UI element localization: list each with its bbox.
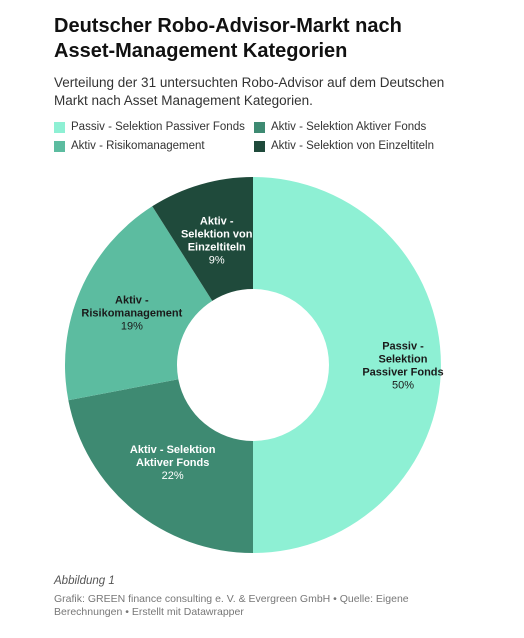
- chart-title: Deutscher Robo-Advisor-Markt nach Asset-…: [54, 14, 494, 64]
- slice-label-line: Selektion von: [181, 229, 253, 241]
- chart-subtitle: Verteilung der 31 untersuchten Robo-Advi…: [54, 74, 494, 110]
- chart-subtitle-line-2: Markt nach Asset Management Kategorien.: [54, 93, 313, 108]
- donut-slice-aktiv-selektion-aktiver-fonds: [68, 379, 254, 553]
- legend-item-passiv-fonds: Passiv - Selektion Passiver Fonds: [54, 120, 254, 135]
- slice-label-line: Einzeltiteln: [188, 242, 246, 254]
- legend-label: Aktiv - Selektion Aktiver Fonds: [271, 121, 427, 133]
- legend-item-aktiv-fonds: Aktiv - Selektion Aktiver Fonds: [254, 120, 454, 135]
- slice-label-line: Aktiver Fonds: [136, 457, 209, 469]
- chart-header: Deutscher Robo-Advisor-Markt nach Asset-…: [54, 14, 494, 154]
- chart-title-line-1: Deutscher Robo-Advisor-Markt nach: [54, 15, 402, 37]
- slice-label-passiv-selektion-passiver-fonds: Passiv -Selektion Passiver Fonds 50%: [362, 341, 443, 392]
- source-note-line-1: Grafik: GREEN finance consulting e. V. &…: [54, 593, 409, 605]
- slice-label-line: Aktiv -: [115, 295, 149, 307]
- donut-slice-aktiv-selektion-von-einzeltiteln: [152, 177, 253, 301]
- slice-value-label: 19%: [121, 321, 143, 333]
- source-note-line-2: Berechnungen • Erstellt mit Datawrapper: [54, 606, 244, 618]
- chart-legend: Passiv - Selektion Passiver Fonds Aktiv …: [54, 120, 494, 154]
- slice-label-line: Aktiv -: [200, 216, 234, 228]
- slice-label-aktiv-selektion-aktiver-fonds: Aktiv - Selektion Aktiver Fonds 22%: [130, 444, 216, 482]
- legend-swatch: [254, 122, 265, 133]
- legend-label: Passiv - Selektion Passiver Fonds: [71, 121, 245, 133]
- slice-label-line: Passiver Fonds: [362, 367, 443, 379]
- chart-subtitle-line-1: Verteilung der 31 untersuchten Robo-Advi…: [54, 75, 445, 90]
- legend-label: Aktiv - Risikomanagement: [71, 140, 205, 152]
- legend-item-einzeltitel: Aktiv - Selektion von Einzeltiteln: [254, 139, 454, 154]
- donut-labels: Passiv -Selektion Passiver Fonds 50% Aktiv …: [81, 216, 443, 482]
- slice-value-label: 9%: [209, 255, 225, 267]
- legend-label: Aktiv - Selektion von Einzeltiteln: [271, 140, 434, 152]
- slice-label-aktiv-selektion-von-einzeltiteln: Aktiv -Selektion von Einzeltiteln 9%: [181, 216, 253, 267]
- slice-label-line: Selektion: [379, 354, 428, 366]
- legend-swatch: [54, 122, 65, 133]
- slice-label-line: Risikomanagement: [81, 308, 182, 320]
- figure-caption: Abbildung 1: [54, 575, 115, 587]
- chart-footer: Abbildung 1 Grafik: GREEN finance consul…: [54, 574, 494, 619]
- slice-label-line: Aktiv - Selektion: [130, 444, 216, 456]
- slice-value-label: 22%: [162, 470, 184, 482]
- chart-title-line-2: Asset-Management Kategorien: [54, 40, 348, 62]
- donut-slice-aktiv-risikomanagement: [64, 206, 213, 401]
- donut-slices: [64, 177, 441, 553]
- legend-item-risikomanagement: Aktiv - Risikomanagement: [54, 139, 254, 154]
- legend-swatch: [54, 141, 65, 152]
- slice-label-aktiv-risikomanagement: Aktiv -Risikomanagement 19%: [81, 295, 182, 333]
- legend-swatch: [254, 141, 265, 152]
- slice-value-label: 50%: [392, 380, 414, 392]
- source-note: Grafik: GREEN finance consulting e. V. &…: [54, 593, 494, 619]
- donut-slice-passiv-selektion-passiver-fonds: [253, 177, 441, 553]
- slice-label-line: Passiv -: [382, 341, 424, 353]
